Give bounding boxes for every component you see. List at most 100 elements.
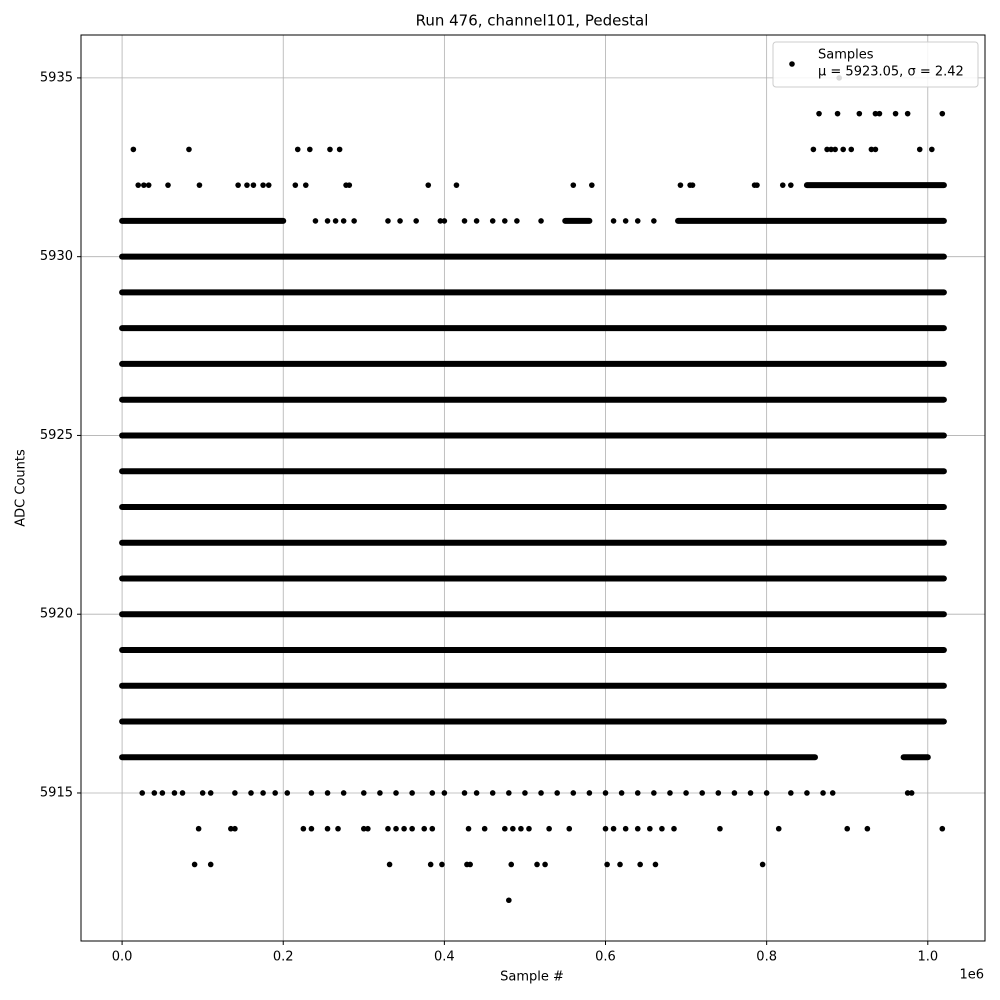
sample-point [336,146,343,153]
sample-point [570,790,577,796]
sample-point [618,790,625,796]
sample-point [232,825,238,832]
sample-point [235,182,241,188]
sample-point [637,861,643,868]
sample-point [346,182,353,188]
marks [119,75,947,904]
sample-point [481,825,488,832]
y-axis-label: ADC Counts [14,449,29,527]
sample-point [244,182,250,188]
sample-point [904,790,911,796]
sample-point [265,182,272,188]
sample-point [461,790,468,796]
sample-point [207,790,214,796]
sample-point [779,182,786,188]
sample-point [135,182,142,188]
sample-point [659,825,665,832]
y-tick-label: 5930 [40,249,73,264]
sample-point [145,182,152,188]
sample-point [876,110,883,117]
sample-point [872,146,879,153]
y-tick-label: 5915 [40,785,73,800]
sample-point [421,825,428,832]
sample-point [308,790,315,796]
sample-point [409,825,415,832]
sample-point [489,218,496,224]
sample-point [308,825,315,832]
sample-point [429,790,436,796]
sample-point [647,825,653,832]
sample-point [386,861,393,868]
sample-point [467,861,473,868]
sample-point [566,825,573,832]
sample-point [441,218,448,224]
sample-point [816,110,822,117]
sample-point [324,790,331,796]
legend-label: Samples [818,48,874,63]
sample-point [651,790,657,796]
sample-point [199,790,206,796]
sample-point [506,790,512,796]
sample-point [788,790,794,796]
sample-point [186,146,192,153]
sample-point [844,825,851,832]
sample-point [534,861,540,868]
sample-point [617,861,623,868]
sample-point [361,790,367,796]
sample-point [340,218,347,224]
x-tick-label: 0.2 [273,950,294,965]
sample-point [538,218,544,224]
sample-point [351,218,357,224]
sample-point [916,146,923,153]
sample-point [159,790,166,796]
sample-point [324,218,331,224]
sample-point [747,790,754,796]
sample-point [763,790,770,796]
sample-point [904,110,911,117]
sample-point [542,861,548,868]
sample-point [828,146,834,153]
x-tick-label: 0.8 [756,950,777,965]
sample-point [165,182,171,188]
sample-point [586,790,593,796]
legend-marker [789,61,795,67]
sample-point [473,790,480,796]
sample-point [848,146,855,153]
sample-point [683,790,689,796]
sample-point [130,146,137,153]
sample-point [939,825,946,832]
x-axis-label: Sample # [500,970,564,985]
sample-point [139,790,146,796]
sample-point [332,218,339,224]
sample-point [872,110,879,117]
sample-point [393,825,399,832]
sample-point [834,110,841,117]
sample-point [409,790,415,796]
sample-point [272,790,278,796]
sample-point [929,146,935,153]
sample-point [554,790,560,796]
sample-point [502,218,508,224]
grid [81,35,985,941]
sample-point [453,182,460,188]
sample-point [397,218,403,224]
sample-point [312,218,319,224]
sample-point [622,218,629,224]
sample-point [207,861,214,868]
sample-point [191,861,198,868]
sample-point [302,182,309,188]
sample-point [502,825,508,832]
sample-point [340,790,347,796]
y-tick-label: 5925 [40,428,73,443]
sample-point [754,182,760,188]
sample-point [689,182,696,188]
sample-point [508,861,515,868]
sample-point [667,790,673,796]
sample-point [939,110,946,117]
sample-point [401,825,407,832]
sample-point [538,790,544,796]
plot-frame [80,34,986,942]
sample-point [510,825,516,832]
sample-point [731,790,738,796]
